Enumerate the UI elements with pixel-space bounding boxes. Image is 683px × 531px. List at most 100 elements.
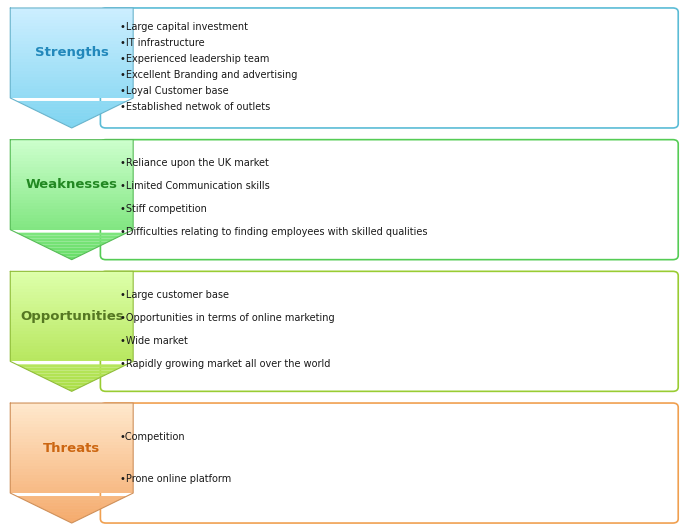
Polygon shape	[53, 119, 90, 122]
Polygon shape	[10, 209, 133, 212]
Polygon shape	[10, 149, 133, 152]
Polygon shape	[10, 293, 133, 295]
Polygon shape	[10, 29, 133, 32]
Polygon shape	[10, 358, 133, 361]
Polygon shape	[10, 412, 133, 415]
Polygon shape	[10, 475, 133, 478]
Polygon shape	[10, 182, 133, 185]
Text: •Opportunities in terms of online marketing: •Opportunities in terms of online market…	[120, 313, 334, 323]
Polygon shape	[53, 514, 90, 517]
Polygon shape	[10, 86, 133, 89]
Polygon shape	[35, 110, 109, 113]
Polygon shape	[10, 158, 133, 161]
Polygon shape	[10, 203, 133, 205]
Polygon shape	[10, 340, 133, 344]
Polygon shape	[10, 71, 133, 74]
Polygon shape	[10, 427, 133, 430]
Polygon shape	[10, 200, 133, 203]
FancyBboxPatch shape	[100, 8, 678, 128]
Polygon shape	[59, 122, 84, 125]
Polygon shape	[29, 107, 115, 110]
Polygon shape	[47, 116, 96, 119]
Polygon shape	[10, 191, 133, 194]
Polygon shape	[10, 406, 133, 409]
Polygon shape	[10, 454, 133, 457]
Polygon shape	[10, 23, 133, 26]
Polygon shape	[10, 47, 133, 50]
Polygon shape	[10, 41, 133, 44]
Polygon shape	[10, 170, 133, 173]
Polygon shape	[10, 56, 133, 59]
Polygon shape	[35, 505, 109, 508]
Polygon shape	[10, 83, 133, 86]
Polygon shape	[10, 8, 133, 11]
Polygon shape	[10, 445, 133, 448]
Polygon shape	[10, 44, 133, 47]
Polygon shape	[41, 376, 102, 379]
Polygon shape	[10, 155, 133, 158]
Polygon shape	[10, 298, 133, 302]
Polygon shape	[59, 254, 84, 256]
Polygon shape	[10, 35, 133, 38]
Polygon shape	[41, 113, 102, 116]
Polygon shape	[16, 496, 127, 499]
Polygon shape	[10, 77, 133, 80]
Polygon shape	[10, 302, 133, 304]
Polygon shape	[10, 80, 133, 83]
Polygon shape	[10, 403, 133, 406]
Polygon shape	[10, 418, 133, 421]
Polygon shape	[59, 517, 84, 520]
Polygon shape	[10, 286, 133, 289]
Text: •Stiff competition: •Stiff competition	[120, 204, 206, 214]
Polygon shape	[10, 178, 133, 182]
Polygon shape	[10, 185, 133, 187]
Polygon shape	[10, 344, 133, 346]
Polygon shape	[10, 433, 133, 436]
Polygon shape	[10, 349, 133, 353]
Polygon shape	[10, 221, 133, 224]
Polygon shape	[10, 322, 133, 326]
Polygon shape	[10, 187, 133, 191]
Polygon shape	[41, 245, 102, 247]
Polygon shape	[16, 233, 127, 236]
Polygon shape	[23, 499, 121, 502]
Polygon shape	[10, 275, 133, 277]
Text: •Experienced leadership team: •Experienced leadership team	[120, 54, 269, 64]
Polygon shape	[10, 463, 133, 466]
Text: •Large customer base: •Large customer base	[120, 290, 229, 299]
Polygon shape	[10, 481, 133, 484]
Polygon shape	[10, 173, 133, 176]
Polygon shape	[10, 205, 133, 209]
Polygon shape	[23, 236, 121, 238]
Polygon shape	[10, 167, 133, 170]
Polygon shape	[29, 370, 115, 373]
Polygon shape	[23, 104, 121, 107]
Polygon shape	[10, 439, 133, 442]
FancyBboxPatch shape	[100, 140, 678, 260]
Polygon shape	[10, 313, 133, 316]
Polygon shape	[10, 421, 133, 424]
Polygon shape	[10, 490, 133, 493]
Polygon shape	[10, 218, 133, 221]
Polygon shape	[59, 386, 84, 388]
Text: •IT infrastructure: •IT infrastructure	[120, 38, 204, 48]
Text: •Reliance upon the UK market: •Reliance upon the UK market	[120, 158, 268, 168]
Polygon shape	[29, 502, 115, 505]
Polygon shape	[23, 367, 121, 370]
Polygon shape	[66, 388, 78, 391]
Polygon shape	[10, 484, 133, 487]
Polygon shape	[47, 511, 96, 514]
Polygon shape	[10, 295, 133, 298]
Text: •Difficulties relating to finding employees with skilled qualities: •Difficulties relating to finding employ…	[120, 227, 427, 237]
Polygon shape	[10, 215, 133, 218]
Polygon shape	[10, 143, 133, 145]
Polygon shape	[47, 247, 96, 251]
Polygon shape	[66, 125, 78, 128]
Polygon shape	[10, 472, 133, 475]
Polygon shape	[10, 457, 133, 460]
Polygon shape	[10, 409, 133, 412]
Text: Opportunities: Opportunities	[20, 310, 124, 323]
Polygon shape	[10, 224, 133, 227]
Polygon shape	[47, 379, 96, 382]
Text: Strengths: Strengths	[35, 47, 109, 59]
